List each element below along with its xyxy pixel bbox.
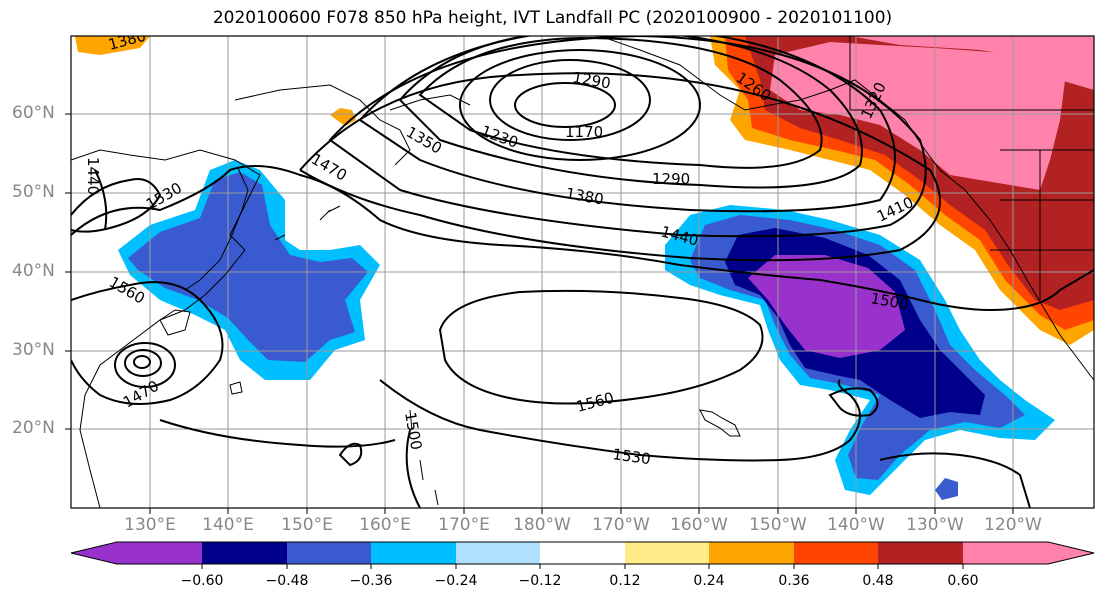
colorbar-segment bbox=[287, 542, 371, 564]
lon-label: 180°W bbox=[513, 515, 571, 535]
contour-label: 1290 bbox=[652, 170, 690, 188]
colorbar-segment bbox=[625, 542, 709, 564]
lat-label: 60°N bbox=[12, 103, 55, 123]
colorbar-segment bbox=[709, 542, 794, 564]
colorbar-tick-label: −0.12 bbox=[518, 573, 562, 589]
colorbar-tick-label: 0.12 bbox=[609, 573, 641, 589]
colorbar-tick-label: −0.36 bbox=[349, 573, 393, 589]
lat-label: 30°N bbox=[12, 340, 55, 360]
lon-label: 140°E bbox=[202, 515, 254, 535]
tick-marks bbox=[65, 113, 1014, 514]
colorbar-segment bbox=[202, 542, 287, 564]
lon-label: 130°E bbox=[124, 515, 176, 535]
colorbar-segment bbox=[371, 542, 456, 564]
colorbar-tick-label: −0.48 bbox=[265, 573, 309, 589]
map-canvas: 1380 1290 1260 1170 1230 1350 1320 1290 … bbox=[71, 36, 1094, 508]
colorbar-segment bbox=[878, 542, 963, 564]
contour-label: 1530 bbox=[611, 445, 651, 468]
colorbar-segment bbox=[456, 542, 540, 564]
colorbar-segment bbox=[71, 542, 202, 564]
lat-label: 50°N bbox=[12, 182, 55, 202]
negative-ivt-shading-east bbox=[665, 205, 1055, 500]
lon-label: 150°E bbox=[281, 515, 333, 535]
lon-label: 120°W bbox=[984, 515, 1042, 535]
colorbar-segment bbox=[794, 542, 878, 564]
contour-label: 1440 bbox=[84, 157, 102, 195]
colorbar-segment bbox=[540, 542, 625, 564]
negative-ivt-shading-west bbox=[118, 160, 380, 380]
colorbar-tick-label: 0.60 bbox=[947, 573, 979, 589]
colorbar-tick-label: 0.36 bbox=[778, 573, 810, 589]
lat-label: 20°N bbox=[12, 418, 55, 438]
lon-label: 160°E bbox=[359, 515, 411, 535]
colorbar-tick-label: −0.60 bbox=[180, 573, 224, 589]
lon-label: 130°W bbox=[906, 515, 964, 535]
lon-label: 150°W bbox=[749, 515, 807, 535]
colorbar-segment bbox=[963, 542, 1094, 564]
colorbar-tick-label: −0.24 bbox=[434, 573, 478, 589]
graticule bbox=[71, 36, 1094, 508]
lon-label: 170°W bbox=[592, 515, 650, 535]
map-title: 2020100600 F078 850 hPa height, IVT Land… bbox=[212, 8, 893, 28]
colorbar-tick-label: 0.24 bbox=[693, 573, 725, 589]
positive-ivt-shading bbox=[75, 36, 1094, 345]
height-contours bbox=[71, 36, 1094, 508]
lat-label: 40°N bbox=[12, 261, 55, 281]
colorbar bbox=[70, 541, 1095, 569]
lon-label: 140°W bbox=[827, 515, 885, 535]
colorbar-tick-label: 0.48 bbox=[862, 573, 894, 589]
contour-label: 1170 bbox=[565, 123, 603, 141]
lon-label: 160°W bbox=[670, 515, 728, 535]
lon-label: 170°E bbox=[438, 515, 490, 535]
